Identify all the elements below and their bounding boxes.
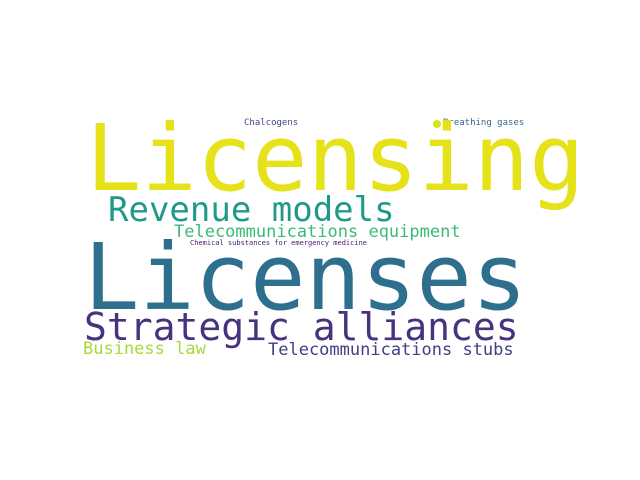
accent-dot xyxy=(433,120,441,128)
word-licenses: Licenses xyxy=(84,224,528,331)
word-licensing: Licensing xyxy=(86,105,585,212)
word-strategic-alliances: Strategic alliances xyxy=(84,305,519,349)
word-breathing-gases: Breathing gases xyxy=(443,118,525,128)
word-chemical-substances: Chemical substances for emergency medici… xyxy=(190,239,368,247)
word-telecommunications-stubs: Telecommunications stubs xyxy=(268,340,514,360)
word-business-law: Business law xyxy=(83,339,206,359)
word-revenue-models: Revenue models xyxy=(108,190,395,230)
word-telecommunications-equipment: Telecommunications equipment xyxy=(174,222,461,242)
word-chalcogens: Chalcogens xyxy=(244,118,299,128)
